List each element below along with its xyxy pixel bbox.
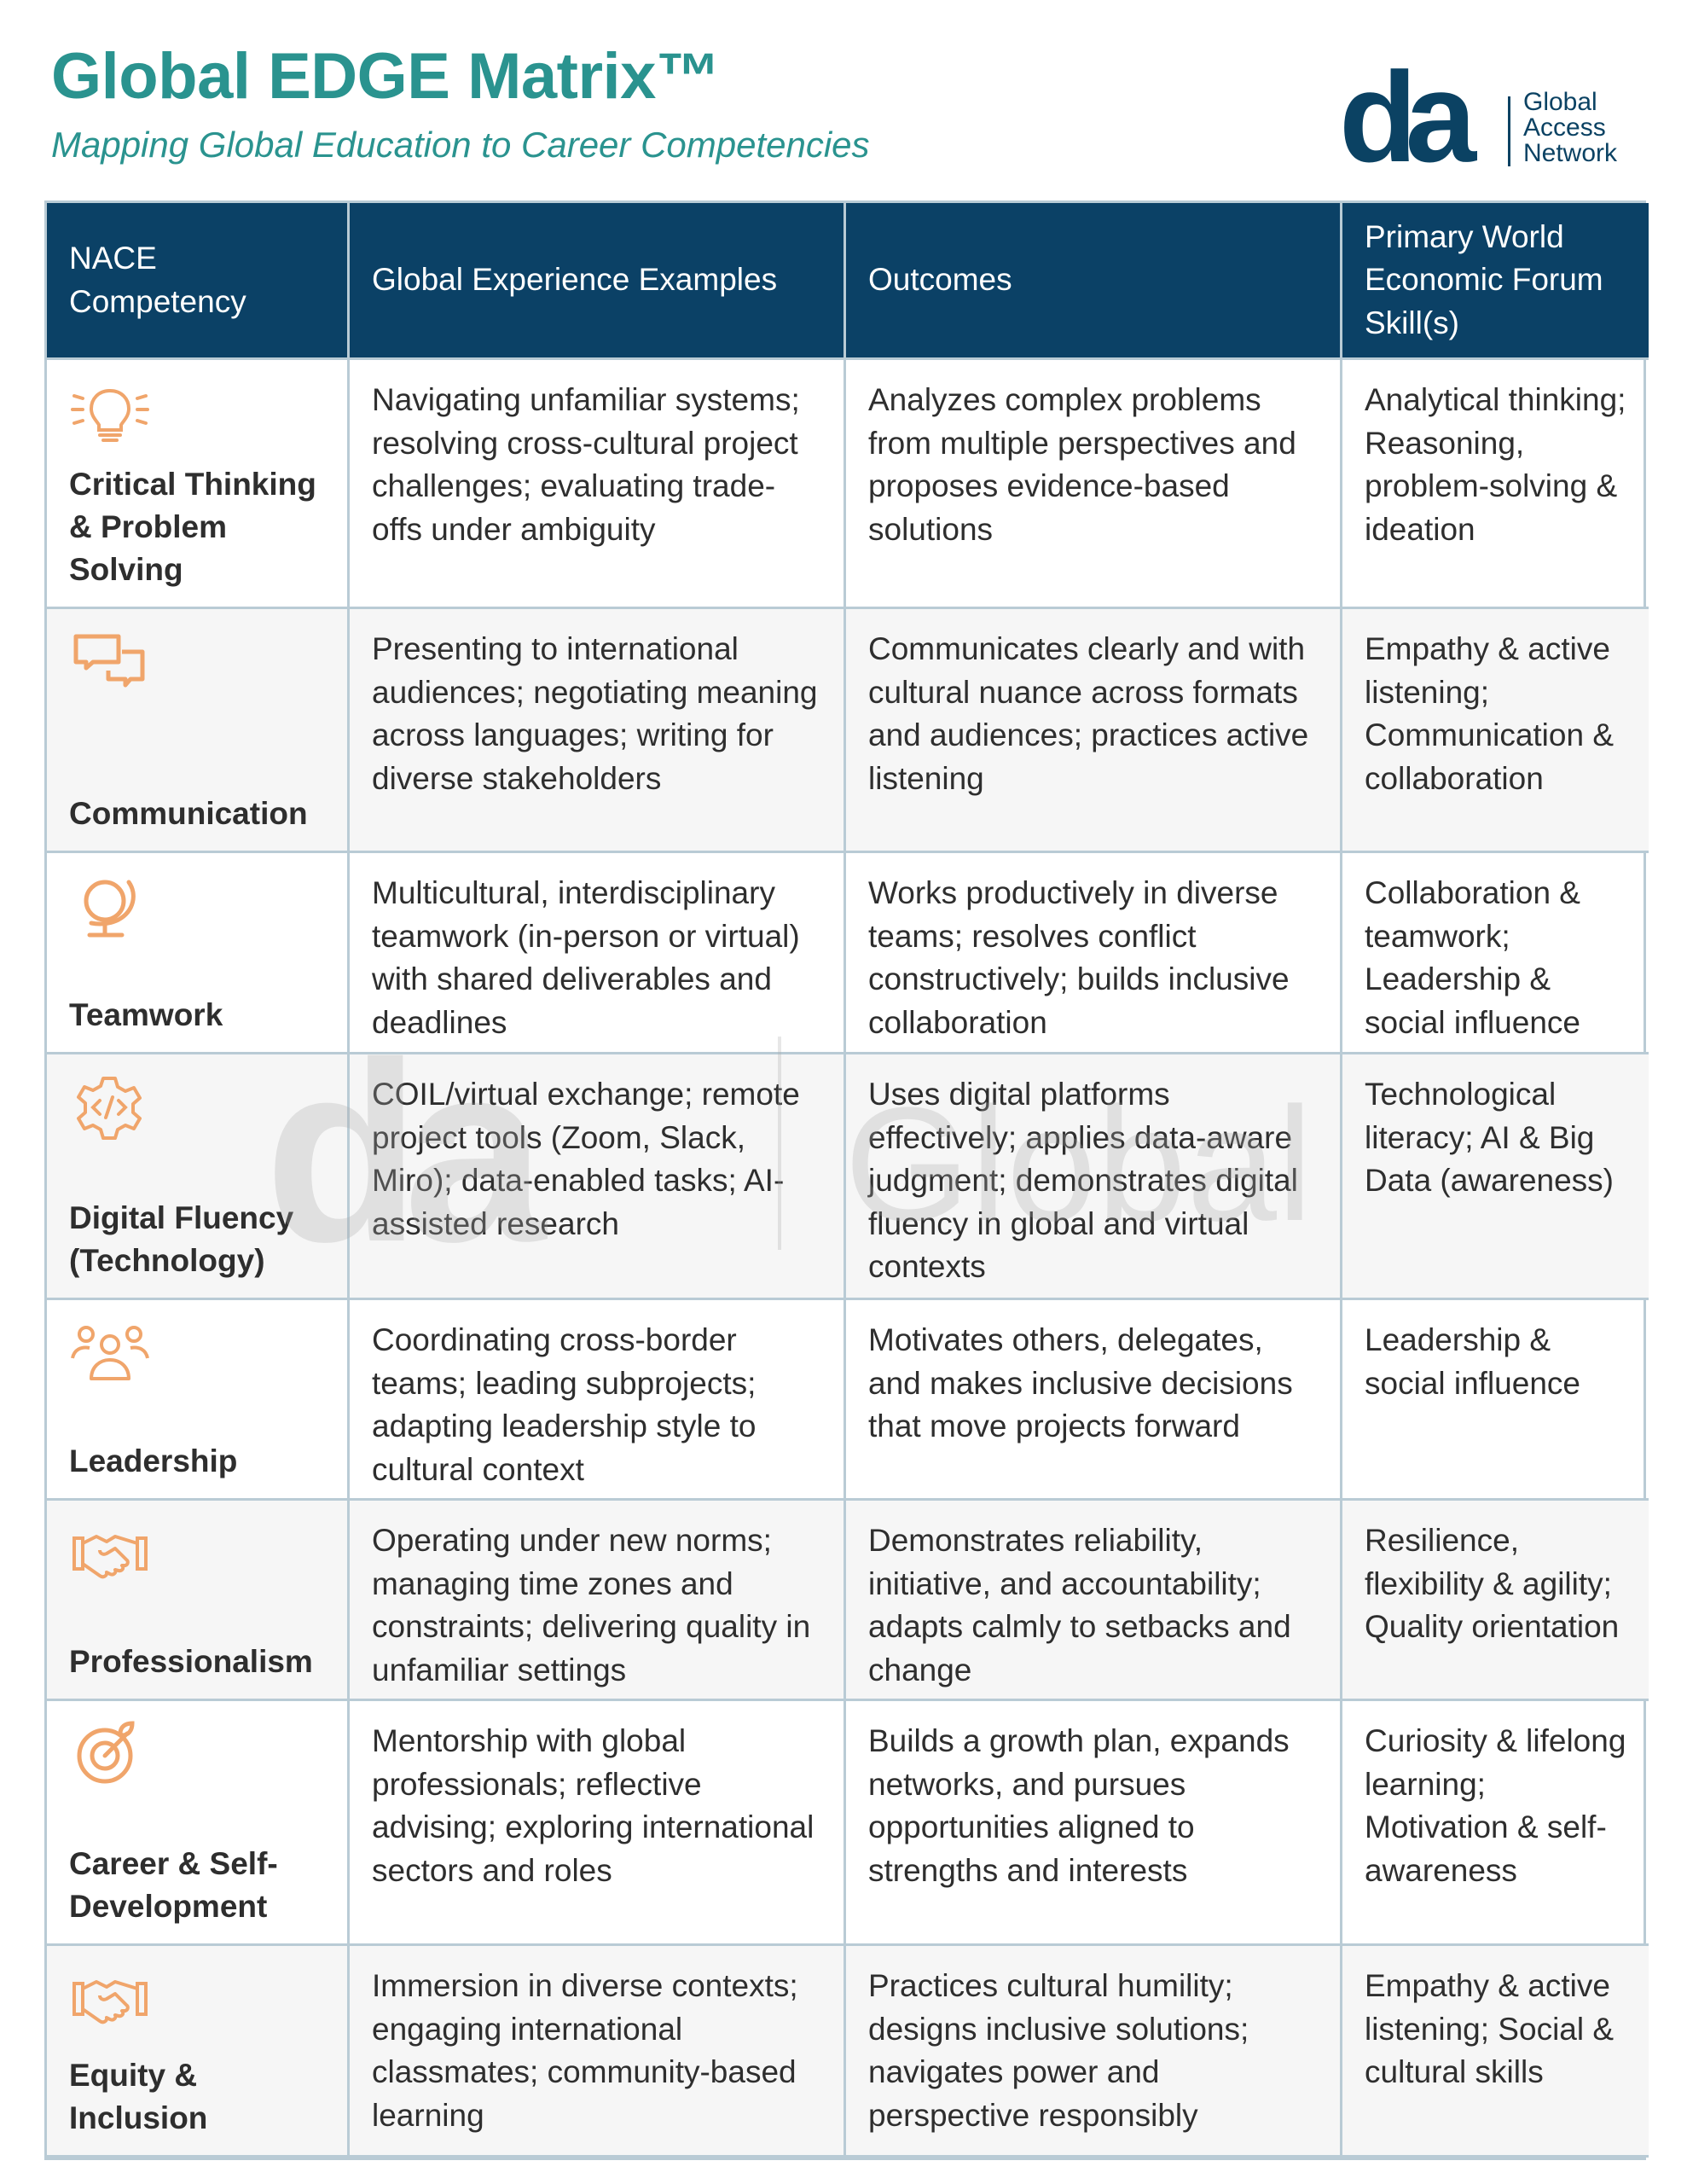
outcomes-cell: Demonstrates reliability, initiative, an… [846, 1501, 1342, 1701]
competency-cell: Career & Self-Development [47, 1701, 350, 1946]
competency-cell: Teamwork [47, 853, 350, 1054]
lightbulb-icon [71, 388, 149, 442]
outcomes-text: Analyzes complex problems from multiple … [868, 382, 1296, 547]
outcomes-cell: Works productively in diverse teams; res… [846, 853, 1342, 1054]
wef-skills-text: Technological literacy; AI & Big Data (a… [1365, 1077, 1615, 1198]
outcomes-cell: Analyzes complex problems from multiple … [846, 360, 1342, 609]
competency-name: Professionalism [69, 1644, 313, 1679]
people-group-icon [71, 1326, 149, 1380]
wef-skills-cell: Leadership & social influence [1342, 1300, 1649, 1501]
wef-skills-cell: Empathy & active listening; Social & cul… [1342, 1946, 1649, 2158]
outcomes-cell: Uses digital platforms effectively; appl… [846, 1054, 1342, 1300]
outcomes-text: Demonstrates reliability, initiative, an… [868, 1523, 1291, 1687]
column-header: NACE Competency [47, 203, 350, 360]
logo-text: Global Access Network [1523, 90, 1617, 166]
logo-line: Global [1523, 88, 1597, 116]
wef-skills-cell: Empathy & active listening; Communicatio… [1342, 609, 1649, 853]
competency-name: Career & Self-Development [69, 1846, 278, 1924]
outcomes-cell: Communicates clearly and with cultural n… [846, 609, 1342, 853]
outcomes-cell: Builds a growth plan, expands networks, … [846, 1701, 1342, 1946]
watermark-divider [778, 1037, 781, 1250]
wef-skills-text: Curiosity & lifelong learning; Motivatio… [1365, 1723, 1626, 1888]
wef-skills-text: Leadership & social influence [1365, 1322, 1580, 1401]
wef-skills-text: Collaboration & teamwork; Leadership & s… [1365, 875, 1580, 1040]
examples-cell: Operating under new norms; managing time… [350, 1501, 846, 1701]
wef-skills-text: Empathy & active listening; Social & cul… [1365, 1968, 1615, 2089]
competency-name: Digital Fluency (Technology) [69, 1200, 294, 1278]
logo-mark: da [1339, 45, 1476, 189]
globe-icon [84, 880, 136, 938]
competency-cell: Critical Thinking & Problem Solving [47, 360, 350, 609]
competency-name: Teamwork [69, 997, 223, 1032]
logo-line: Access [1523, 113, 1606, 142]
outcomes-text: Uses digital platforms effectively; appl… [868, 1077, 1298, 1284]
handshake-icon [72, 1980, 148, 2024]
outcomes-text: Builds a growth plan, expands networks, … [868, 1723, 1290, 1888]
examples-cell: Presenting to international audiences; n… [350, 609, 846, 853]
outcomes-text: Practices cultural humility; designs inc… [868, 1968, 1249, 2133]
examples-cell: COIL/virtual exchange; remote project to… [350, 1054, 846, 1300]
handshake-icon [72, 1535, 148, 1579]
competency-name: Leadership [69, 1443, 238, 1478]
examples-cell: Coordinating cross-border teams; leading… [350, 1300, 846, 1501]
wef-skills-text: Resilience, flexibility & agility; Quali… [1365, 1523, 1620, 1644]
competency-name: Critical Thinking & Problem Solving [69, 467, 316, 587]
examples-cell: Immersion in diverse contexts; engaging … [350, 1946, 846, 2158]
examples-text: Immersion in diverse contexts; engaging … [372, 1968, 798, 2133]
competency-cell: Professionalism [47, 1501, 350, 1701]
wef-skills-cell: Resilience, flexibility & agility; Quali… [1342, 1501, 1649, 1701]
logo-divider [1508, 96, 1510, 166]
examples-cell: Mentorship with global professionals; re… [350, 1701, 846, 1946]
chat-bubbles-icon [73, 634, 145, 688]
outcomes-cell: Practices cultural humility; designs inc… [846, 1946, 1342, 2158]
competency-table: NACE Competency Global Experience Exampl… [44, 200, 1649, 2160]
examples-text: Multicultural, interdisciplinary teamwor… [372, 875, 800, 1040]
page-subtitle: Mapping Global Education to Career Compe… [51, 125, 870, 165]
competency-cell: Equity & Inclusion [47, 1946, 350, 2158]
competency-cell: Leadership [47, 1300, 350, 1501]
outcomes-cell: Motivates others, delegates, and makes i… [846, 1300, 1342, 1501]
outcomes-text: Motivates others, delegates, and makes i… [868, 1322, 1293, 1443]
examples-text: COIL/virtual exchange; remote project to… [372, 1077, 800, 1241]
outcomes-text: Works productively in diverse teams; res… [868, 875, 1290, 1040]
logo: da Global Access Network [1339, 45, 1638, 189]
column-header: Primary World Economic Forum Skill(s) [1342, 203, 1649, 360]
wef-skills-cell: Analytical thinking; Reasoning, problem-… [1342, 360, 1649, 609]
page-title: Global EDGE Matrix™ [51, 40, 721, 113]
examples-text: Presenting to international audiences; n… [372, 631, 818, 796]
competency-name: Communication [69, 796, 308, 831]
competency-cell: Digital Fluency (Technology) [47, 1054, 350, 1300]
examples-text: Coordinating cross-border teams; leading… [372, 1322, 757, 1487]
wef-skills-text: Analytical thinking; Reasoning, problem-… [1365, 382, 1626, 547]
examples-cell: Navigating unfamiliar systems; resolving… [350, 360, 846, 609]
outcomes-text: Communicates clearly and with cultural n… [868, 631, 1309, 796]
examples-cell: Multicultural, interdisciplinary teamwor… [350, 853, 846, 1054]
competency-cell: Communication [47, 609, 350, 853]
code-gear-icon [77, 1077, 142, 1140]
target-growth-icon [77, 1721, 135, 1784]
examples-text: Navigating unfamiliar systems; resolving… [372, 382, 800, 547]
wef-skills-cell: Technological literacy; AI & Big Data (a… [1342, 1054, 1649, 1300]
wef-skills-cell: Collaboration & teamwork; Leadership & s… [1342, 853, 1649, 1054]
column-header: Global Experience Examples [350, 203, 846, 360]
wef-skills-text: Empathy & active listening; Communicatio… [1365, 631, 1615, 796]
examples-text: Operating under new norms; managing time… [372, 1523, 811, 1687]
competency-name: Equity & Inclusion [69, 2058, 208, 2135]
wef-skills-cell: Curiosity & lifelong learning; Motivatio… [1342, 1701, 1649, 1946]
examples-text: Mentorship with global professionals; re… [372, 1723, 815, 1888]
column-header: Outcomes [846, 203, 1342, 360]
logo-line: Network [1523, 139, 1618, 167]
